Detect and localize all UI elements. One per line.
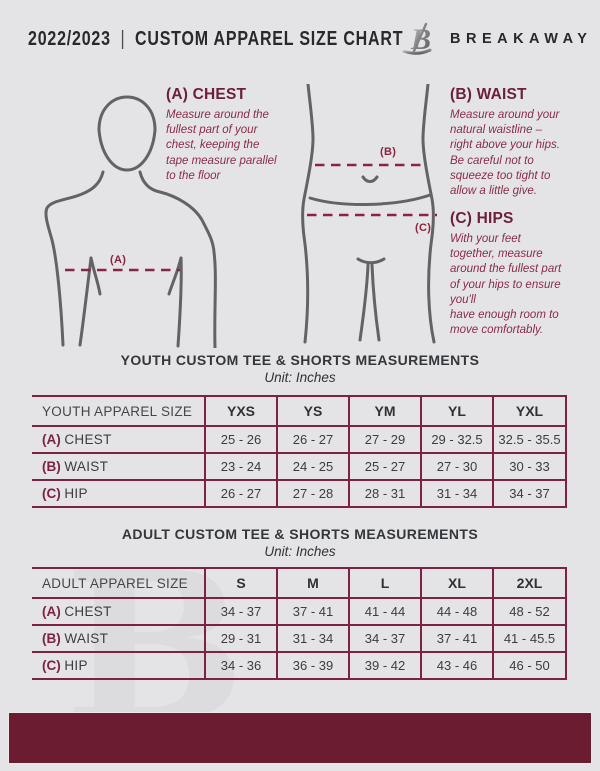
hips-guide-heading: (C) HIPS — [450, 210, 514, 227]
table-row: (A) CHEST 25 - 26 26 - 27 27 - 29 29 - 3… — [32, 425, 567, 453]
upper-body-outline-icon — [44, 95, 217, 350]
cell-value: 27 - 29 — [348, 425, 421, 453]
hips-guide-description: With your feet together, measure around … — [450, 233, 562, 337]
table-row: (A) CHEST 34 - 37 37 - 41 41 - 44 44 - 4… — [32, 597, 567, 625]
cell-value: 37 - 41 — [276, 597, 349, 625]
cell-value: 31 - 34 — [420, 479, 493, 508]
cell-value: 44 - 48 — [420, 597, 493, 625]
waist-guide-heading: (B) WAIST — [450, 86, 527, 103]
size-header-yxl: YXL — [492, 395, 567, 426]
chest-marker-label: (A) — [110, 254, 127, 266]
row-name: WAIST — [64, 631, 109, 646]
cell-value: 30 - 33 — [492, 452, 567, 480]
hips-marker-label: (C) — [415, 222, 432, 234]
table-row: (C) HIP 34 - 36 36 - 39 39 - 42 43 - 46 … — [32, 651, 567, 680]
page-title: 2022/2023 | CUSTOM APPAREL SIZE CHART — [28, 28, 403, 51]
cell-value: 26 - 27 — [276, 425, 349, 453]
youth-header-row: YOUTH APPAREL SIZE YXS YS YM YL YXL — [32, 395, 567, 426]
chest-figure-illustration: (A) — [42, 82, 220, 350]
adult-header-row: ADULT APPAREL SIZE S M L XL 2XL — [32, 567, 567, 598]
size-header-s: S — [204, 567, 277, 598]
adult-table-unit: Unit: Inches — [264, 544, 336, 559]
row-prefix: (B) — [42, 631, 61, 646]
row-name: HIP — [64, 658, 88, 673]
table-row: (B) WAIST 29 - 31 31 - 34 34 - 37 37 - 4… — [32, 624, 567, 652]
row-label-waist: (B) WAIST — [32, 624, 205, 652]
cell-value: 34 - 37 — [348, 624, 421, 652]
adult-size-column-header: ADULT APPAREL SIZE — [32, 567, 205, 598]
chart-title: CUSTOM APPAREL SIZE CHART — [135, 28, 404, 50]
youth-size-table: YOUTH APPAREL SIZE YXS YS YM YL YXL (A) … — [32, 395, 567, 508]
cell-value: 24 - 25 — [276, 452, 349, 480]
cell-value: 26 - 27 — [204, 479, 277, 508]
footer-accent-bar — [8, 712, 592, 764]
cell-value: 23 - 24 — [204, 452, 277, 480]
row-label-hip: (C) HIP — [32, 651, 205, 680]
waist-marker-label: (B) — [380, 146, 397, 158]
size-header-yl: YL — [420, 395, 493, 426]
size-header-xl: XL — [420, 567, 493, 598]
cell-value: 41 - 44 — [348, 597, 421, 625]
cell-value: 29 - 31 — [204, 624, 277, 652]
row-label-hip: (C) HIP — [32, 479, 205, 508]
size-header-2xl: 2XL — [492, 567, 567, 598]
cell-value: 37 - 41 — [420, 624, 493, 652]
cell-value: 27 - 30 — [420, 452, 493, 480]
row-prefix: (C) — [42, 658, 61, 673]
waist-hips-figure-illustration: (B) (C) — [298, 82, 440, 346]
youth-size-column-header: YOUTH APPAREL SIZE — [32, 395, 205, 426]
table-row: (B) WAIST 23 - 24 24 - 25 25 - 27 27 - 3… — [32, 452, 567, 480]
season-label: 2022/2023 — [28, 28, 111, 50]
cell-value: 46 - 50 — [492, 651, 567, 680]
row-name: WAIST — [64, 459, 109, 474]
table-row: (C) HIP 26 - 27 27 - 28 28 - 31 31 - 34 … — [32, 479, 567, 508]
adult-size-table: ADULT APPAREL SIZE S M L XL 2XL (A) CHES… — [32, 567, 567, 680]
size-header-m: M — [276, 567, 349, 598]
youth-table-title: YOUTH CUSTOM TEE & SHORTS MEASUREMENTS — [120, 352, 480, 368]
cell-value: 34 - 37 — [492, 479, 567, 508]
chest-guide-description: Measure around the fullest part of your … — [166, 109, 277, 182]
row-prefix: (B) — [42, 459, 61, 474]
cell-value: 28 - 31 — [348, 479, 421, 508]
cell-value: 31 - 34 — [276, 624, 349, 652]
row-label-chest: (A) CHEST — [32, 425, 205, 453]
lower-body-outline-icon — [301, 82, 437, 344]
size-header-ym: YM — [348, 395, 421, 426]
cell-value: 36 - 39 — [276, 651, 349, 680]
adult-table-title: ADULT CUSTOM TEE & SHORTS MEASUREMENTS — [121, 526, 479, 542]
cell-value: 48 - 52 — [492, 597, 567, 625]
cell-value: 41 - 45.5 — [492, 624, 567, 652]
row-prefix: (A) — [42, 604, 61, 619]
cell-value: 25 - 26 — [204, 425, 277, 453]
row-label-waist: (B) WAIST — [32, 452, 205, 480]
row-name: CHEST — [64, 432, 112, 447]
breakaway-logo-icon: B — [402, 22, 432, 56]
row-name: HIP — [64, 486, 88, 501]
row-label-chest: (A) CHEST — [32, 597, 205, 625]
size-header-ys: YS — [276, 395, 349, 426]
youth-table-unit: Unit: Inches — [264, 370, 336, 385]
size-header-l: L — [348, 567, 421, 598]
cell-value: 43 - 46 — [420, 651, 493, 680]
cell-value: 34 - 36 — [204, 651, 277, 680]
cell-value: 25 - 27 — [348, 452, 421, 480]
cell-value: 39 - 42 — [348, 651, 421, 680]
chest-guide-heading: (A) CHEST — [166, 86, 247, 103]
row-prefix: (A) — [42, 432, 61, 447]
row-name: CHEST — [64, 604, 112, 619]
cell-value: 32.5 - 35.5 — [492, 425, 567, 453]
row-prefix: (C) — [42, 486, 61, 501]
waist-guide-description: Measure around your natural waistline – … — [450, 109, 560, 198]
size-header-yxs: YXS — [204, 395, 277, 426]
cell-value: 34 - 37 — [204, 597, 277, 625]
title-divider: | — [120, 28, 126, 50]
brand-name: BREAKAWAY — [450, 31, 593, 47]
cell-value: 29 - 32.5 — [420, 425, 493, 453]
cell-value: 27 - 28 — [276, 479, 349, 508]
